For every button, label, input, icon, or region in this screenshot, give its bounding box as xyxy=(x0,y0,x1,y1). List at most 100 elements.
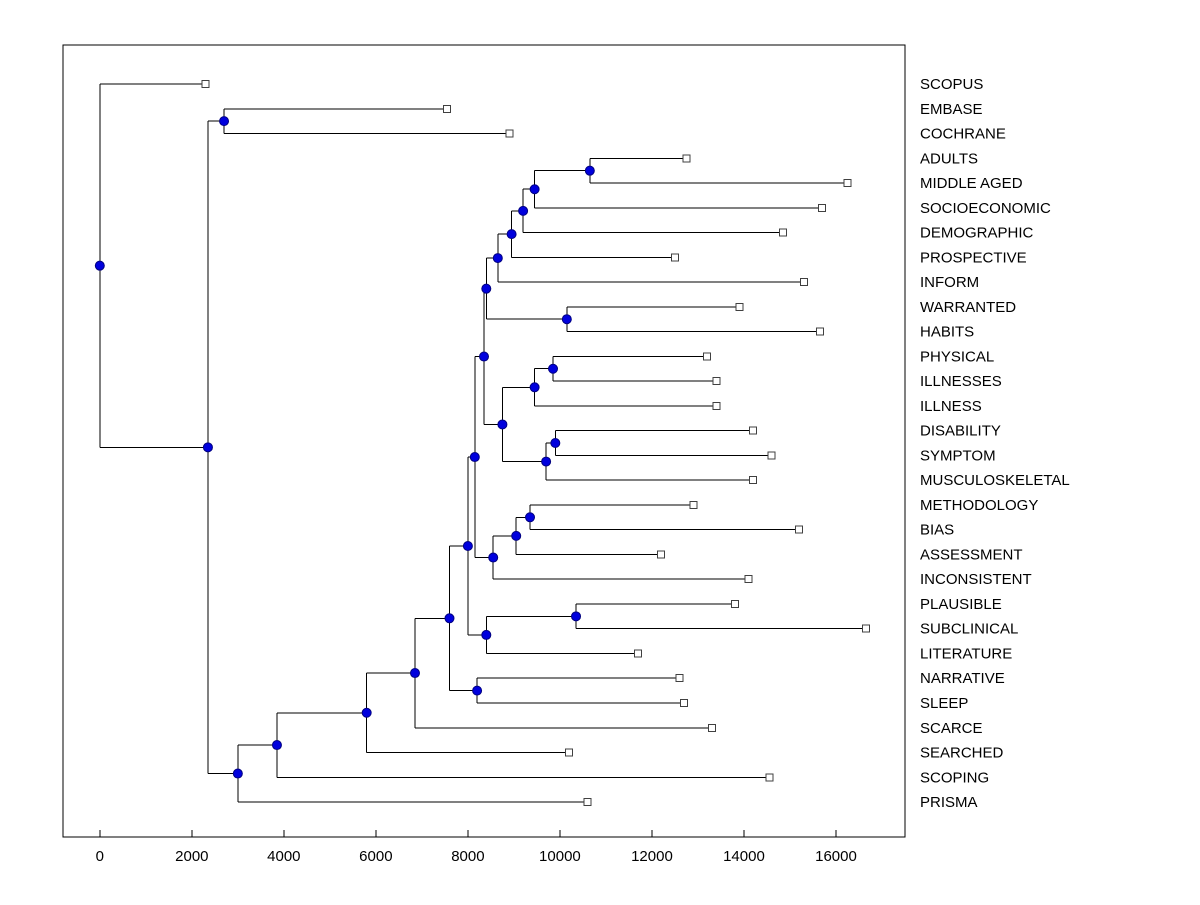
x-tick-label: 10000 xyxy=(539,848,581,865)
branch-node-marker xyxy=(479,351,489,362)
branch-node-marker xyxy=(271,740,282,751)
x-tick-label: 16000 xyxy=(815,848,857,865)
leaf-marker xyxy=(201,80,210,88)
branch-node-marker xyxy=(529,382,540,393)
branch-node-marker xyxy=(409,668,420,679)
leaf-label: SCOPING xyxy=(920,769,989,786)
leaf-label: PRISMA xyxy=(920,794,978,811)
x-tick-label: 4000 xyxy=(267,848,300,865)
branch-node-marker xyxy=(469,452,480,463)
branch-node-marker xyxy=(541,456,552,467)
leaf-label: BIAS xyxy=(920,522,954,539)
branch-node-marker xyxy=(584,165,595,176)
leaf-label: LITERATURE xyxy=(920,645,1012,662)
leaf-label: SUBCLINICAL xyxy=(920,621,1018,638)
leaf-label: WARRANTED xyxy=(920,299,1016,316)
leaf-label: DEMOGRAPHIC xyxy=(920,225,1034,242)
leaf-marker xyxy=(818,203,827,212)
leaf-label: INCONSISTENT xyxy=(920,571,1032,588)
leaf-marker xyxy=(707,723,716,732)
x-tick-label: 8000 xyxy=(451,848,484,865)
branch-node-marker xyxy=(94,260,105,271)
leaf-marker xyxy=(749,426,758,435)
x-tick-label: 6000 xyxy=(359,848,392,865)
tree-node-markers xyxy=(94,80,870,807)
branch-node-marker xyxy=(506,229,517,240)
x-tick-label: 14000 xyxy=(723,848,765,865)
branch-node-marker xyxy=(492,253,503,264)
branch-node-marker xyxy=(219,116,230,127)
leaf-marker xyxy=(749,476,758,485)
x-tick-label: 2000 xyxy=(175,848,208,865)
leaf-marker xyxy=(843,179,852,188)
leaf-label: SOCIOECONOMIC xyxy=(920,200,1051,217)
branch-node-marker xyxy=(571,611,582,622)
leaf-marker xyxy=(712,377,721,386)
x-tick-label: 0 xyxy=(96,848,104,865)
branch-node-marker xyxy=(525,512,536,523)
leaf-label: ILLNESSES xyxy=(920,373,1002,390)
leaf-label: ADULTS xyxy=(920,150,978,167)
leaf-marker xyxy=(779,228,788,237)
branch-node-marker xyxy=(548,363,559,374)
leaf-marker xyxy=(765,773,774,782)
leaf-label: NARRATIVE xyxy=(920,670,1005,687)
leaf-label: ILLNESS xyxy=(920,398,982,415)
leaf-marker xyxy=(735,302,744,311)
plot-box xyxy=(62,44,906,838)
branch-node-marker xyxy=(361,707,372,718)
leaf-marker xyxy=(657,550,666,559)
leaf-marker xyxy=(689,500,698,509)
leaf-label: PLAUSIBLE xyxy=(920,596,1002,613)
leaf-marker xyxy=(670,253,679,262)
leaf-marker xyxy=(767,451,776,460)
tree-branch-lines xyxy=(99,83,866,803)
leaf-marker xyxy=(583,798,592,807)
branch-node-marker xyxy=(488,552,499,563)
leaf-label: INFORM xyxy=(920,274,979,291)
leaf-marker xyxy=(815,327,824,336)
branch-node-marker xyxy=(550,438,561,449)
leaf-marker xyxy=(680,699,689,707)
leaf-label: METHODOLOGY xyxy=(920,497,1038,514)
branch-node-marker xyxy=(462,540,473,551)
branch-node-marker xyxy=(481,283,492,294)
leaf-label: SEARCHED xyxy=(920,745,1004,762)
leaf-marker xyxy=(682,154,691,163)
leaf-marker xyxy=(675,674,684,683)
x-tick-label: 12000 xyxy=(631,848,673,865)
leaf-marker xyxy=(861,624,870,633)
leaf-marker xyxy=(443,104,452,113)
leaf-label: MUSCULOSKELETAL xyxy=(920,472,1070,489)
branch-node-marker xyxy=(444,613,455,624)
leaf-label: MIDDLE AGED xyxy=(920,175,1023,192)
branch-node-marker xyxy=(202,442,213,453)
leaf-label: PHYSICAL xyxy=(920,348,994,365)
branch-node-marker xyxy=(497,419,508,430)
x-axis: 0 2000 4000 6000 8000 10000 12000 14000 16000 xyxy=(96,830,857,865)
leaf-label: HABITS xyxy=(920,324,974,341)
leaf-label: ASSESSMENT xyxy=(920,546,1023,563)
leaf-label: SCARCE xyxy=(920,720,983,737)
leaf-marker xyxy=(712,401,721,410)
branch-node-marker xyxy=(232,768,243,779)
leaf-label: EMBASE xyxy=(920,101,983,118)
leaf-marker xyxy=(744,575,753,584)
branch-node-marker xyxy=(511,530,522,541)
branch-node-marker xyxy=(529,184,540,195)
leaf-marker xyxy=(703,352,712,361)
leaf-marker xyxy=(505,129,514,138)
leaf-label: SYMPTOM xyxy=(920,447,996,464)
leaf-marker xyxy=(634,649,643,658)
leaf-marker xyxy=(799,278,808,287)
leaf-label: PROSPECTIVE xyxy=(920,249,1027,266)
branch-node-marker xyxy=(481,629,492,640)
leaf-label: COCHRANE xyxy=(920,126,1006,143)
branch-node-marker xyxy=(472,685,483,696)
branch-node-marker xyxy=(561,314,572,325)
branch-node-marker xyxy=(518,205,529,216)
leaf-marker xyxy=(565,748,574,757)
leaf-marker xyxy=(795,525,804,534)
